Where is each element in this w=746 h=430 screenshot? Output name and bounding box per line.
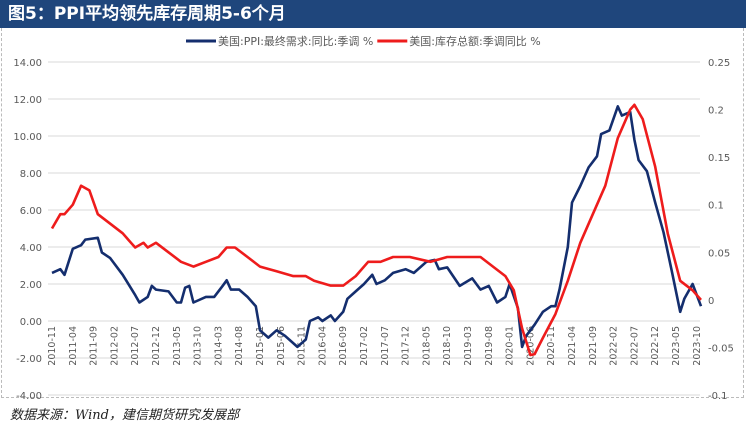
legend-label-1: 美国:PPI:最终需求:同比:季调 % <box>218 34 373 48</box>
left-axis-tick-label: 8.00 <box>20 169 42 180</box>
chart-frame <box>1 28 744 398</box>
x-axis-tick-label: 2013-10 <box>193 326 204 366</box>
x-axis-tick-label: 2013-05 <box>172 326 183 366</box>
x-axis-tick-label: 2015-06 <box>276 326 287 366</box>
x-axis-tick-label: 2018-10 <box>442 326 453 366</box>
x-axis-tick-label: 2011-09 <box>89 326 100 366</box>
legend-label-2: 美国:库存总额:季调同比 % <box>409 34 540 48</box>
x-axis-tick-label: 2022-07 <box>629 326 640 366</box>
x-axis-tick-label: 2017-02 <box>359 326 370 366</box>
x-axis-tick-label: 2022-02 <box>609 326 620 366</box>
x-axis-tick-label: 2018-05 <box>421 326 432 366</box>
left-axis-tick-label: 2.00 <box>20 280 42 291</box>
x-axis-tick-label: 2019-03 <box>463 326 474 366</box>
right-axis-tick-label: 0 <box>708 296 714 307</box>
x-axis-tick-label: 2014-08 <box>234 326 245 366</box>
x-axis-tick-label: 2010-11 <box>47 326 58 366</box>
x-axis-tick-label: 2015-11 <box>297 326 308 366</box>
left-axis-tick-label: -4.00 <box>16 391 42 402</box>
series-line-1 <box>51 105 703 349</box>
x-axis-tick-label: 2022-12 <box>650 326 661 366</box>
chart-title: 图5：PPI平均领先库存周期5-6个月 <box>0 0 746 28</box>
x-axis-tick-label: 2020-01 <box>505 326 516 366</box>
left-axis-tick-label: -2.00 <box>16 354 42 365</box>
x-axis-tick-label: 2021-04 <box>567 326 578 366</box>
right-axis-tick-label: 0.2 <box>708 106 724 117</box>
right-axis-tick-label: 0.15 <box>708 153 730 164</box>
x-axis-tick-label: 2016-04 <box>317 326 328 366</box>
x-axis-tick-label: 2012-02 <box>109 326 120 366</box>
right-axis-tick-label: 0.25 <box>708 58 730 69</box>
x-axis-tick-label: 2016-09 <box>338 326 349 366</box>
x-axis-tick-label: 2020-06 <box>525 326 536 366</box>
left-axis-tick-label: 10.00 <box>13 132 42 143</box>
x-axis-tick-label: 2023-05 <box>671 326 682 366</box>
x-axis-tick-label: 2017-12 <box>401 326 412 366</box>
right-axis-tick-label: 0.05 <box>708 248 730 259</box>
left-axis-tick-label: 14.00 <box>13 58 42 69</box>
x-axis-tick-label: 2014-03 <box>213 326 224 366</box>
x-axis-tick-label: 2021-09 <box>588 326 599 366</box>
left-axis-tick-label: 12.00 <box>13 95 42 106</box>
right-axis-tick-label: 0.1 <box>708 201 724 212</box>
x-axis-tick-label: 2019-08 <box>484 326 495 366</box>
source-note: 数据来源：Wind，建信期货研究发展部 <box>10 408 239 423</box>
left-axis-tick-label: 4.00 <box>20 243 42 254</box>
x-axis-tick-label: 2020-11 <box>546 326 557 366</box>
x-axis-tick-label: 2012-07 <box>130 326 141 366</box>
x-axis-tick-label: 2017-07 <box>380 326 391 366</box>
x-axis-tick-label: 2023-10 <box>692 326 703 366</box>
series-line-2 <box>50 103 702 357</box>
right-axis-tick-label: -0.1 <box>708 391 728 402</box>
left-axis-tick-label: 6.00 <box>20 206 42 217</box>
x-axis-tick-label: 2015-01 <box>255 326 266 366</box>
left-axis-tick-label: 0.00 <box>20 317 42 328</box>
right-axis-tick-label: -0.05 <box>708 343 734 354</box>
x-axis-tick-label: 2012-12 <box>151 326 162 366</box>
x-axis-tick-label: 2011-04 <box>68 326 79 366</box>
